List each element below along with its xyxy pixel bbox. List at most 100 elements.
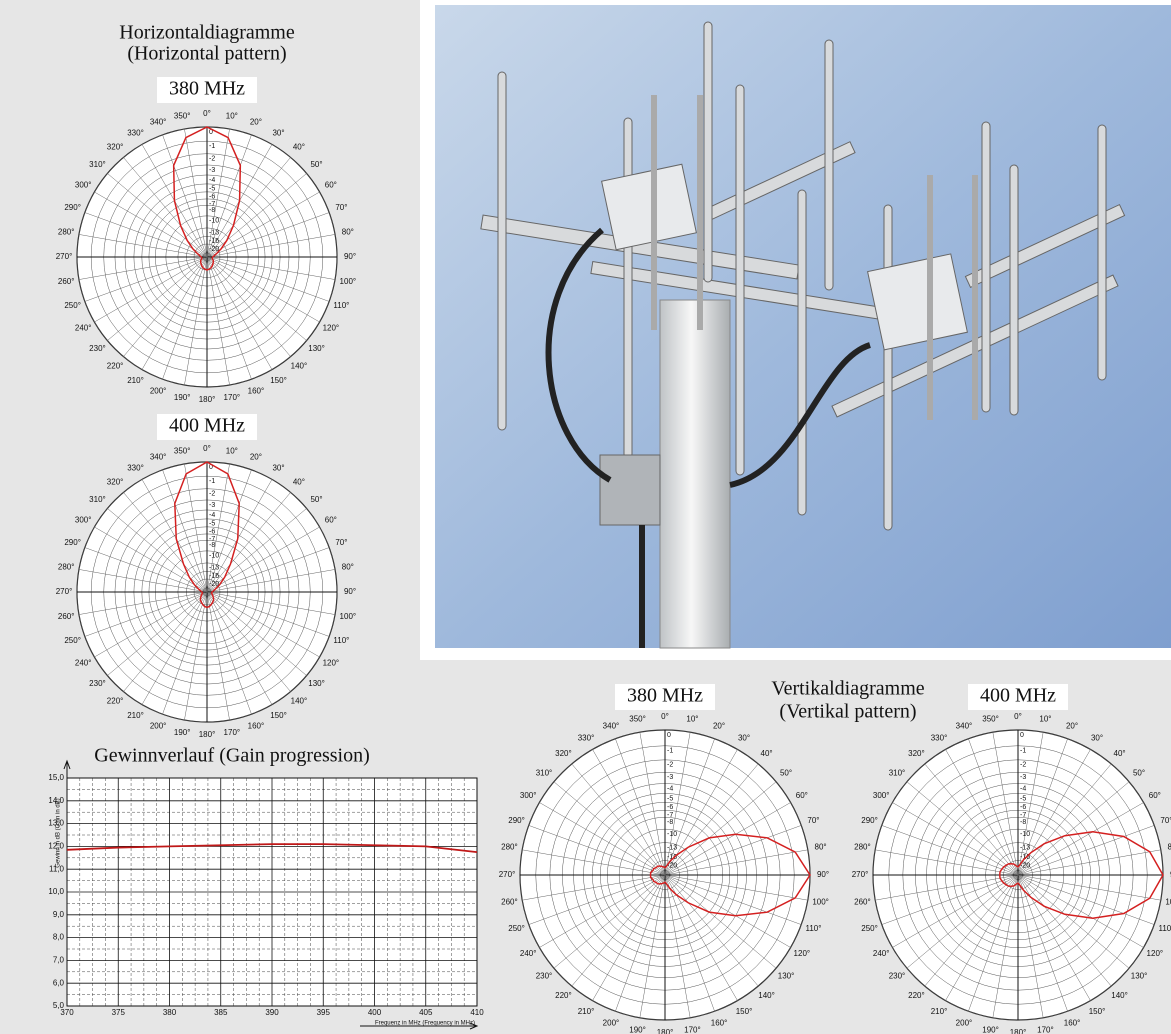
angle-tick-label: 90° [344, 587, 356, 596]
angle-grid-line [141, 479, 208, 593]
angle-tick-label: 150° [1089, 1007, 1106, 1016]
radial-tick-label: -20 [209, 246, 219, 253]
angle-tick-label: 100° [812, 898, 829, 907]
angle-tick-label: 110° [333, 636, 349, 645]
title-box [157, 77, 257, 103]
angle-grid-line [924, 763, 1019, 876]
angle-grid-line [123, 591, 208, 692]
angle-grid-line [968, 738, 1019, 876]
angle-grid-line [664, 874, 777, 969]
radial-tick-label: -7 [667, 812, 673, 819]
angle-tick-label: 240° [75, 324, 92, 333]
radial-tick-label: -3 [209, 167, 215, 174]
angle-tick-label: 30° [738, 733, 750, 742]
angle-grid-line [206, 256, 230, 386]
angle-tick-label: 230° [536, 972, 553, 981]
angle-tick-label: 50° [310, 495, 322, 504]
angle-grid-line [664, 874, 691, 1018]
radial-tick-label: 0 [667, 732, 671, 739]
x-tick-label: 375 [112, 1008, 126, 1017]
angle-tick-label: 340° [956, 722, 973, 731]
radial-tick-label: -13 [1020, 844, 1030, 851]
angle-tick-label: 100° [1165, 898, 1171, 907]
angle-tick-label: 240° [520, 949, 537, 958]
radiation-pattern [174, 461, 240, 609]
angle-grid-line [94, 256, 208, 323]
angle-tick-label: 270° [56, 587, 73, 596]
angle-grid-line [184, 128, 208, 258]
angle-tick-label: 20° [713, 722, 725, 731]
angle-grid-line [664, 802, 791, 876]
angle-tick-label: 70° [1160, 816, 1171, 825]
angle-tick-label: 290° [64, 203, 81, 212]
angle-grid-line [184, 463, 208, 593]
angle-grid-line [141, 256, 208, 370]
section-subtitle: (Horizontal pattern) [127, 43, 286, 65]
angle-tick-label: 210° [931, 1007, 948, 1016]
angle-grid-line [1017, 874, 1130, 969]
angle-grid-line [94, 591, 208, 658]
angle-tick-label: 40° [293, 478, 305, 487]
angle-tick-label: 130° [778, 972, 795, 981]
angle-tick-label: 300° [75, 516, 92, 525]
angle-grid-line [528, 874, 666, 925]
angle-grid-line [592, 874, 666, 1001]
angle-grid-line [664, 874, 808, 901]
radial-tick-label: -13 [667, 844, 677, 851]
angle-grid-line [945, 749, 1019, 876]
angle-tick-label: 310° [889, 769, 906, 778]
angle-tick-label: 310° [89, 160, 106, 169]
radial-tick-label: -20 [667, 862, 677, 869]
angle-tick-label: 250° [64, 636, 81, 645]
angle-grid-line [162, 591, 208, 715]
x-axis-label: Frequenz in MHz (Frequency in MHz) [375, 1021, 475, 1027]
angle-tick-label: 40° [761, 749, 773, 758]
radial-tick-label: -8 [209, 542, 215, 549]
angle-grid-line [1017, 849, 1161, 876]
radial-tick-label: -5 [209, 521, 215, 528]
angle-tick-label: 140° [758, 991, 775, 1000]
angle-grid-line [522, 849, 666, 876]
angle-grid-line [206, 134, 252, 258]
angle-tick-label: 40° [1114, 749, 1126, 758]
angle-tick-label: 350° [629, 715, 646, 724]
angle-tick-label: 160° [248, 721, 265, 730]
radial-tick-label: -7 [209, 536, 215, 543]
angle-tick-label: 0° [661, 712, 669, 721]
angle-tick-label: 190° [174, 728, 191, 737]
angle-tick-label: 150° [736, 1007, 753, 1016]
angle-grid-line [94, 191, 208, 258]
angle-grid-line [592, 749, 666, 876]
radial-tick-label: -6 [209, 194, 215, 201]
angle-grid-line [875, 849, 1019, 876]
section-title: Vertikaldiagramme [771, 678, 924, 700]
angle-grid-line [539, 874, 666, 948]
radial-tick-label: -5 [1020, 795, 1026, 802]
angle-grid-line [206, 212, 330, 258]
angle-grid-line [664, 738, 715, 876]
angle-tick-label: 240° [75, 659, 92, 668]
angle-grid-line [78, 591, 208, 615]
angle-tick-label: 20° [1066, 722, 1078, 731]
angle-tick-label: 10° [686, 715, 698, 724]
angle-grid-line [1017, 874, 1161, 901]
radial-tick-label: -8 [1020, 819, 1026, 826]
section-title: Horizontaldiagramme [119, 22, 295, 44]
angle-grid-line [664, 781, 777, 876]
angle-tick-label: 250° [508, 924, 525, 933]
y-axis-label: Gewinn in dB (Gain in dB) [56, 798, 62, 867]
radial-tick-label: -2 [209, 491, 215, 498]
angle-grid-line [992, 874, 1019, 1018]
radial-tick-label: -16 [209, 573, 219, 580]
y-tick-label: 14,0 [48, 796, 64, 805]
angle-grid-line [615, 874, 666, 1012]
angle-grid-line [184, 256, 208, 386]
radial-tick-label: -8 [209, 207, 215, 214]
angle-grid-line [206, 591, 330, 637]
angle-tick-label: 230° [89, 679, 106, 688]
angle-grid-line [123, 256, 208, 357]
angle-grid-line [84, 212, 208, 258]
angle-grid-line [94, 526, 208, 593]
angle-grid-line [206, 569, 336, 593]
angle-tick-label: 120° [794, 949, 811, 958]
